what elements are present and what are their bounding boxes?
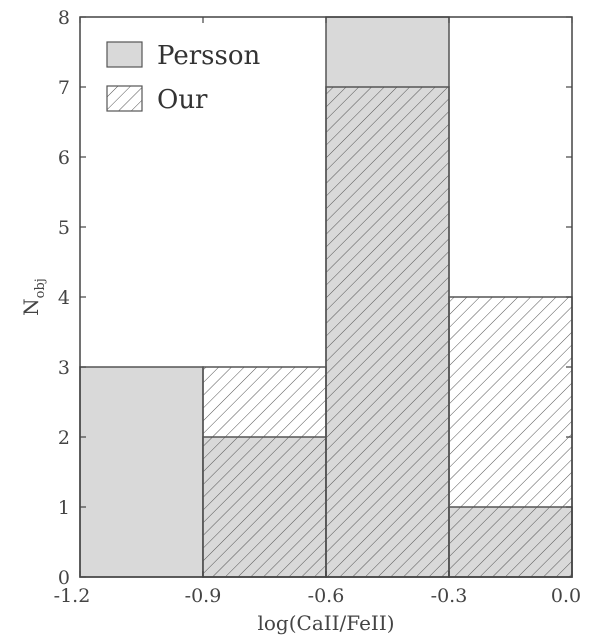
y-axis-label: Nobj	[19, 278, 48, 316]
legend-label-our: Our	[157, 85, 208, 115]
x-tick-label: 0.0	[551, 585, 581, 607]
our-bar	[448, 296, 573, 578]
y-tick-label: 3	[58, 357, 70, 379]
y-tick-label: 7	[58, 77, 70, 99]
x-axis-label: log(CaII/FeII)	[257, 611, 394, 635]
legend-swatch-persson	[106, 41, 143, 68]
our-bars	[202, 86, 573, 578]
our-bar	[202, 366, 327, 578]
persson-bar	[79, 366, 204, 578]
legend-label-persson: Persson	[157, 41, 260, 71]
y-tick-label: 8	[58, 7, 70, 29]
y-tick-label: 2	[58, 427, 70, 449]
y-tick-label: 4	[58, 287, 70, 309]
y-axis-label-main: N	[19, 298, 43, 316]
y-tick-label: 0	[58, 567, 70, 589]
our-bar	[325, 86, 450, 578]
y-tick-label: 5	[58, 217, 70, 239]
svg-text:Nobj: Nobj	[19, 278, 48, 316]
x-tick-label: -0.9	[185, 585, 222, 607]
x-tick-label: -0.6	[308, 585, 345, 607]
y-tick-label: 1	[58, 497, 70, 519]
x-tick-label: -1.2	[54, 585, 91, 607]
tick-marks	[79, 16, 573, 578]
y-tick-label: 6	[58, 147, 70, 169]
tick-labels: 0 1 2 3 4 5 6 7 8 -1.2 -0.9 -0.6 -0.3 0.0	[54, 7, 581, 607]
x-tick-label: -0.3	[431, 585, 468, 607]
legend-swatch-our	[106, 85, 143, 112]
y-axis-label-sub: obj	[33, 278, 48, 298]
legend: Persson Our	[106, 41, 260, 115]
